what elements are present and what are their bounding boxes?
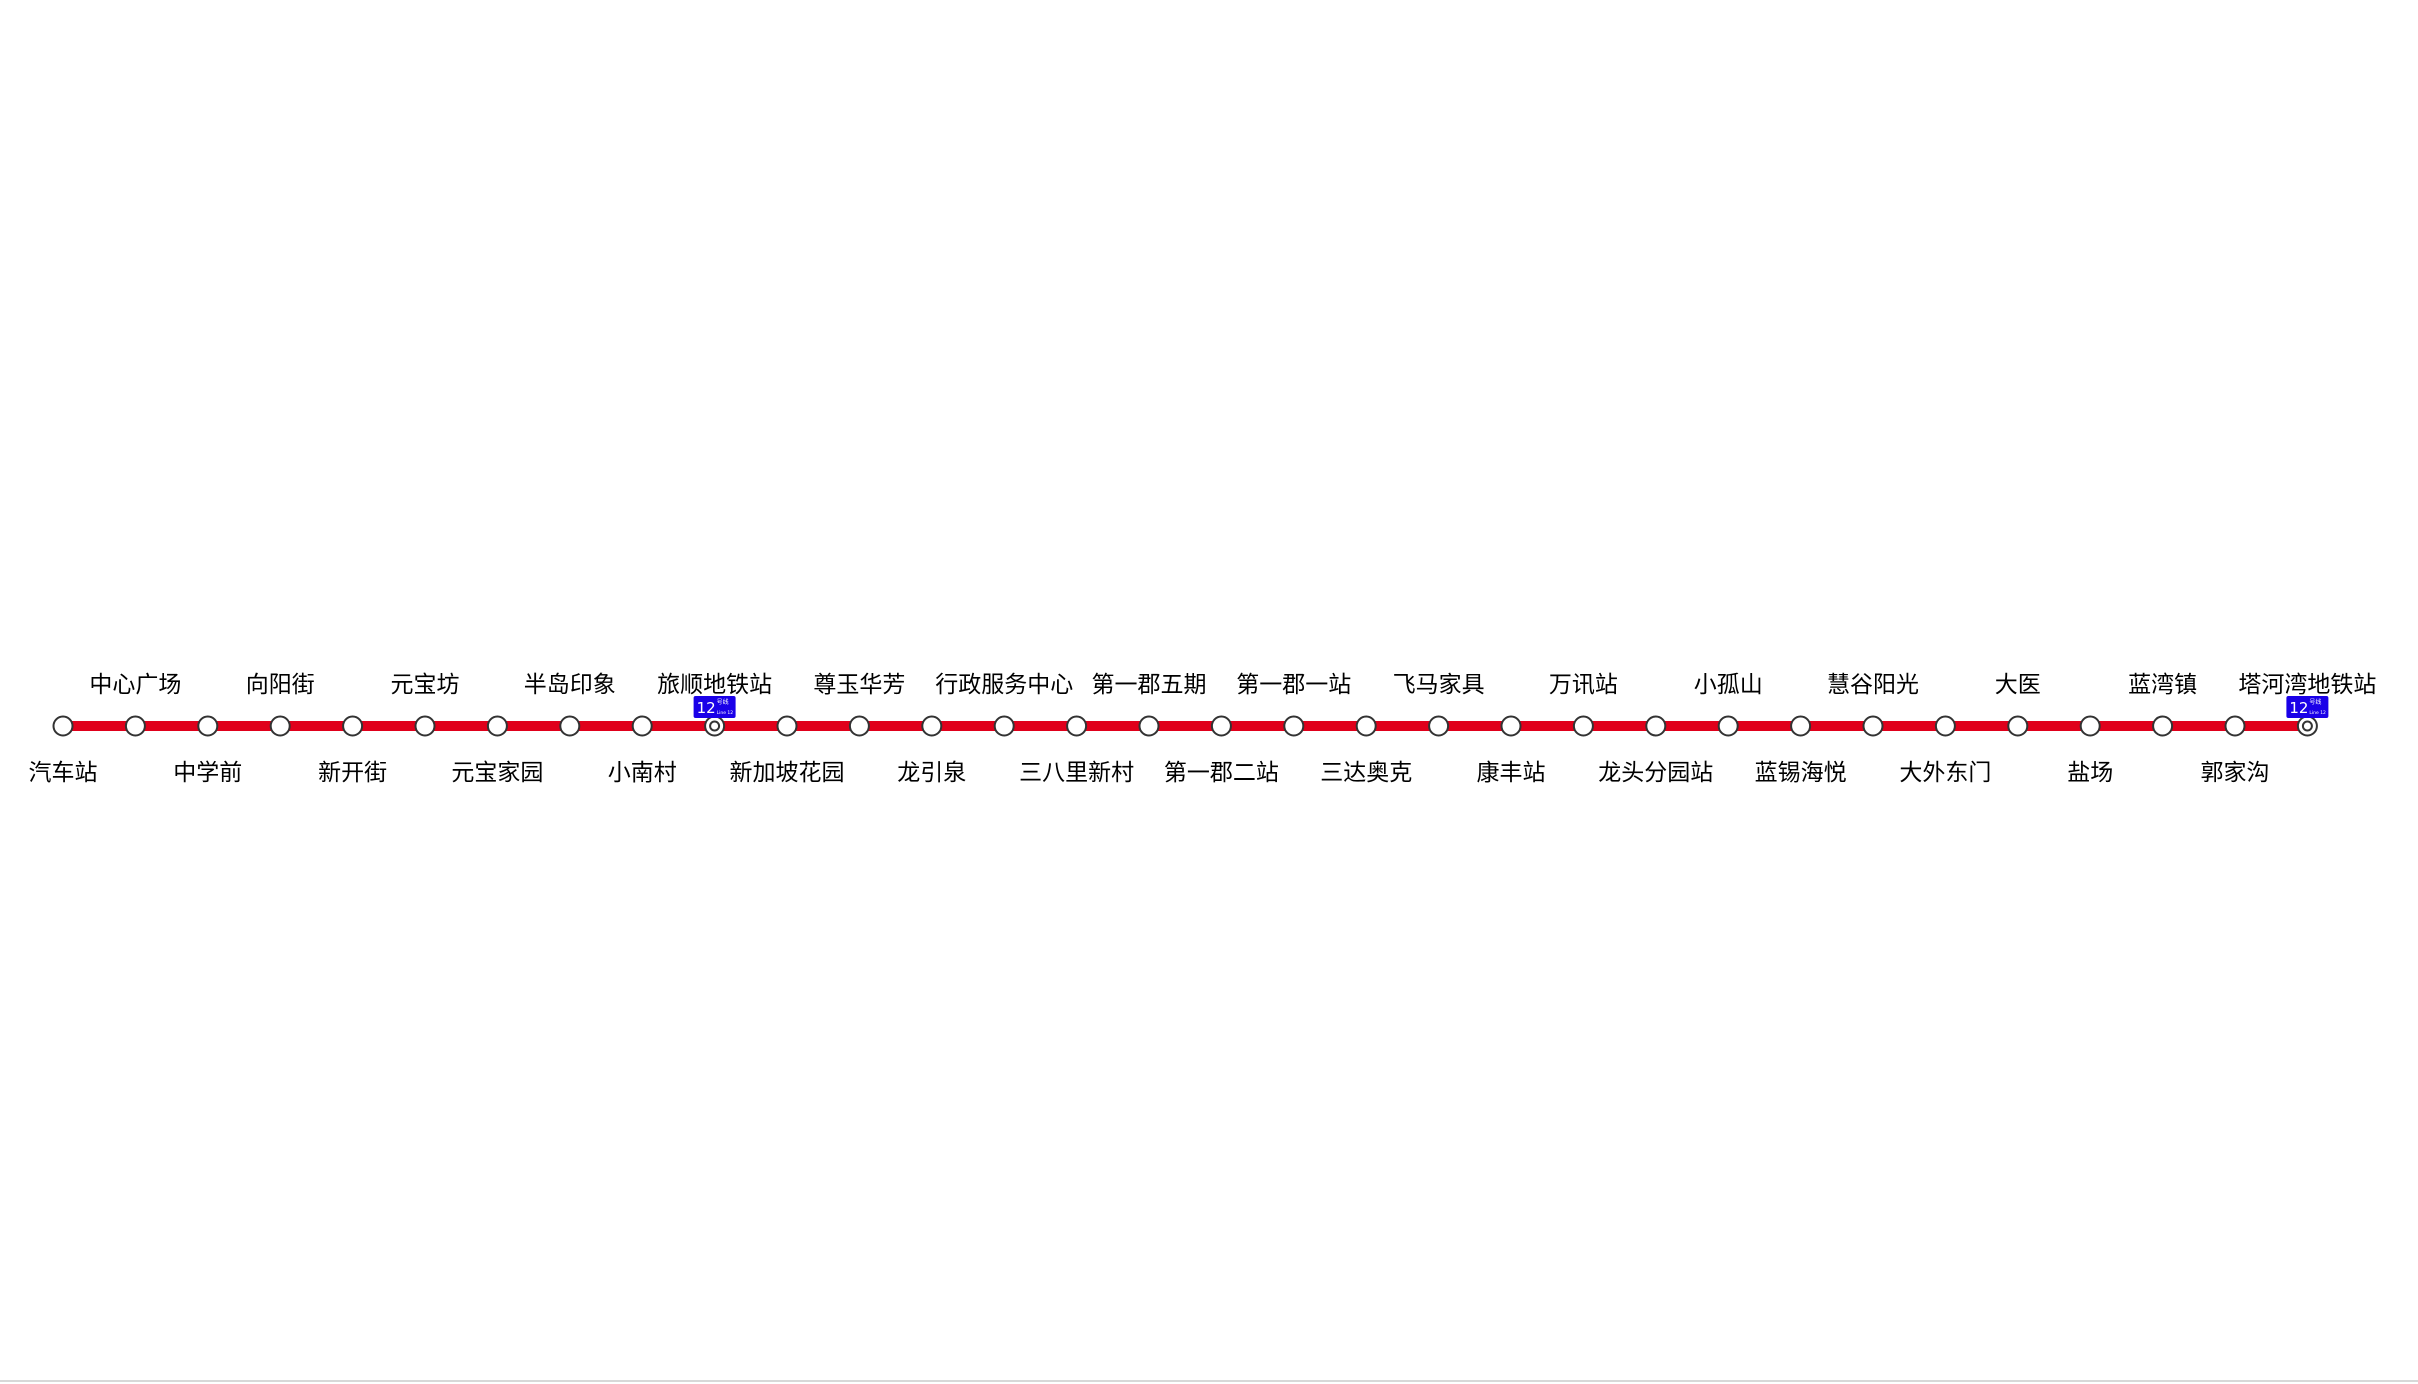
station-marker[interactable]	[776, 715, 798, 737]
station-marker[interactable]	[1717, 715, 1739, 737]
station-marker[interactable]	[2224, 715, 2246, 737]
transfer-badge-number: 12	[2289, 699, 2308, 717]
station-label[interactable]: 新加坡花园	[730, 760, 845, 786]
station-label[interactable]: 郭家沟	[2201, 760, 2270, 786]
station-marker[interactable]	[1210, 715, 1232, 737]
transfer-station-inner-ring	[709, 720, 721, 732]
station-marker[interactable]	[124, 715, 146, 737]
transfer-badge-number: 12	[697, 699, 716, 717]
transfer-badge-box	[693, 696, 736, 718]
station-label[interactable]: 第一郡二站	[1164, 760, 1279, 786]
station-label[interactable]: 蓝湾镇	[2128, 672, 2197, 698]
station-marker[interactable]	[1138, 715, 1160, 737]
station-label[interactable]: 龙头分园站	[1598, 760, 1713, 786]
station-label[interactable]: 第一郡一站	[1236, 672, 1351, 698]
station-marker[interactable]	[52, 715, 74, 737]
station-marker[interactable]	[1500, 715, 1522, 737]
station-marker[interactable]	[342, 715, 364, 737]
station-label[interactable]: 盐场	[2067, 760, 2113, 786]
transfer-station-inner-ring	[2301, 720, 2313, 732]
station-label[interactable]: 第一郡五期	[1092, 672, 1207, 698]
station-marker[interactable]	[1355, 715, 1377, 737]
station-label[interactable]: 汽车站	[29, 760, 98, 786]
station-marker[interactable]	[559, 715, 581, 737]
transfer-badge-en-label: Line 12	[2309, 710, 2326, 716]
station-label[interactable]: 半岛印象	[524, 672, 616, 698]
station-marker[interactable]	[2296, 715, 2318, 737]
station-label[interactable]: 康丰站	[1477, 760, 1546, 786]
station-label[interactable]: 中学前	[173, 760, 242, 786]
station-marker[interactable]	[1283, 715, 1305, 737]
station-label[interactable]: 蓝锡海悦	[1755, 760, 1847, 786]
station-label[interactable]: 行政服务中心	[935, 672, 1073, 698]
station-marker[interactable]	[1428, 715, 1450, 737]
station-label[interactable]: 元宝坊	[391, 672, 460, 698]
station-marker[interactable]	[921, 715, 943, 737]
station-label[interactable]: 三八里新村	[1019, 760, 1134, 786]
station-label[interactable]: 大外东门	[1899, 760, 1991, 786]
transfer-badge-sub-label: 号线	[2309, 698, 2321, 706]
station-marker[interactable]	[1645, 715, 1667, 737]
station-label[interactable]: 慧谷阳光	[1827, 672, 1919, 698]
transfer-badge-box	[2286, 696, 2329, 718]
station-label[interactable]: 万讯站	[1549, 672, 1618, 698]
station-marker[interactable]	[1066, 715, 1088, 737]
station-marker[interactable]	[2152, 715, 2174, 737]
station-marker[interactable]	[1862, 715, 1884, 737]
transfer-badge: 12 号线 Line 12	[2286, 696, 2329, 718]
station-marker[interactable]	[269, 715, 291, 737]
station-layer	[52, 715, 2318, 737]
station-label[interactable]: 新开街	[318, 760, 387, 786]
station-label[interactable]: 三达奥克	[1320, 760, 1412, 786]
station-marker[interactable]	[197, 715, 219, 737]
station-label[interactable]: 中心广场	[89, 672, 181, 698]
transfer-badge-en-label: Line 12	[717, 710, 734, 716]
station-marker[interactable]	[993, 715, 1015, 737]
station-label[interactable]: 大医	[1995, 672, 2041, 698]
station-label[interactable]: 尊玉华芳	[813, 672, 905, 698]
transfer-badge-sub-label: 号线	[717, 698, 729, 706]
station-label[interactable]: 旅顺地铁站	[657, 672, 772, 698]
transfer-badge: 12 号线 Line 12	[693, 696, 736, 718]
station-marker[interactable]	[2007, 715, 2029, 737]
station-label[interactable]: 小南村	[608, 760, 677, 786]
station-marker[interactable]	[486, 715, 508, 737]
bottom-divider	[0, 1380, 2418, 1382]
station-marker[interactable]	[704, 715, 726, 737]
station-marker[interactable]	[2079, 715, 2101, 737]
station-label[interactable]: 飞马家具	[1393, 672, 1485, 698]
station-marker[interactable]	[1790, 715, 1812, 737]
station-marker[interactable]	[848, 715, 870, 737]
station-marker[interactable]	[414, 715, 436, 737]
station-label[interactable]: 向阳街	[246, 672, 315, 698]
station-marker[interactable]	[631, 715, 653, 737]
station-label[interactable]: 龙引泉	[897, 760, 966, 786]
station-marker[interactable]	[1572, 715, 1594, 737]
station-marker[interactable]	[1934, 715, 1956, 737]
station-label[interactable]: 塔河湾地铁站	[2238, 672, 2376, 698]
station-label[interactable]: 元宝家园	[451, 760, 543, 786]
station-label[interactable]: 小孤山	[1694, 672, 1763, 698]
